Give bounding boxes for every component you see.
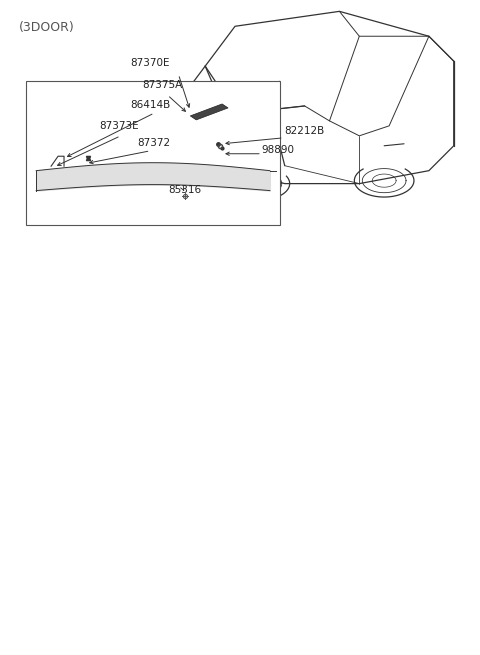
Text: 86414B: 86414B <box>131 100 171 110</box>
Text: (3DOOR): (3DOOR) <box>19 22 75 34</box>
Text: 98890: 98890 <box>262 145 295 155</box>
Polygon shape <box>184 126 210 140</box>
Text: 87372: 87372 <box>138 138 171 148</box>
Text: 87370E: 87370E <box>131 58 170 68</box>
Text: 87373E: 87373E <box>99 121 138 131</box>
Text: 82212B: 82212B <box>285 126 325 136</box>
Polygon shape <box>190 104 228 120</box>
Text: 87375A: 87375A <box>143 80 183 90</box>
Text: 85316: 85316 <box>168 185 202 195</box>
Bar <box>26 81 280 225</box>
